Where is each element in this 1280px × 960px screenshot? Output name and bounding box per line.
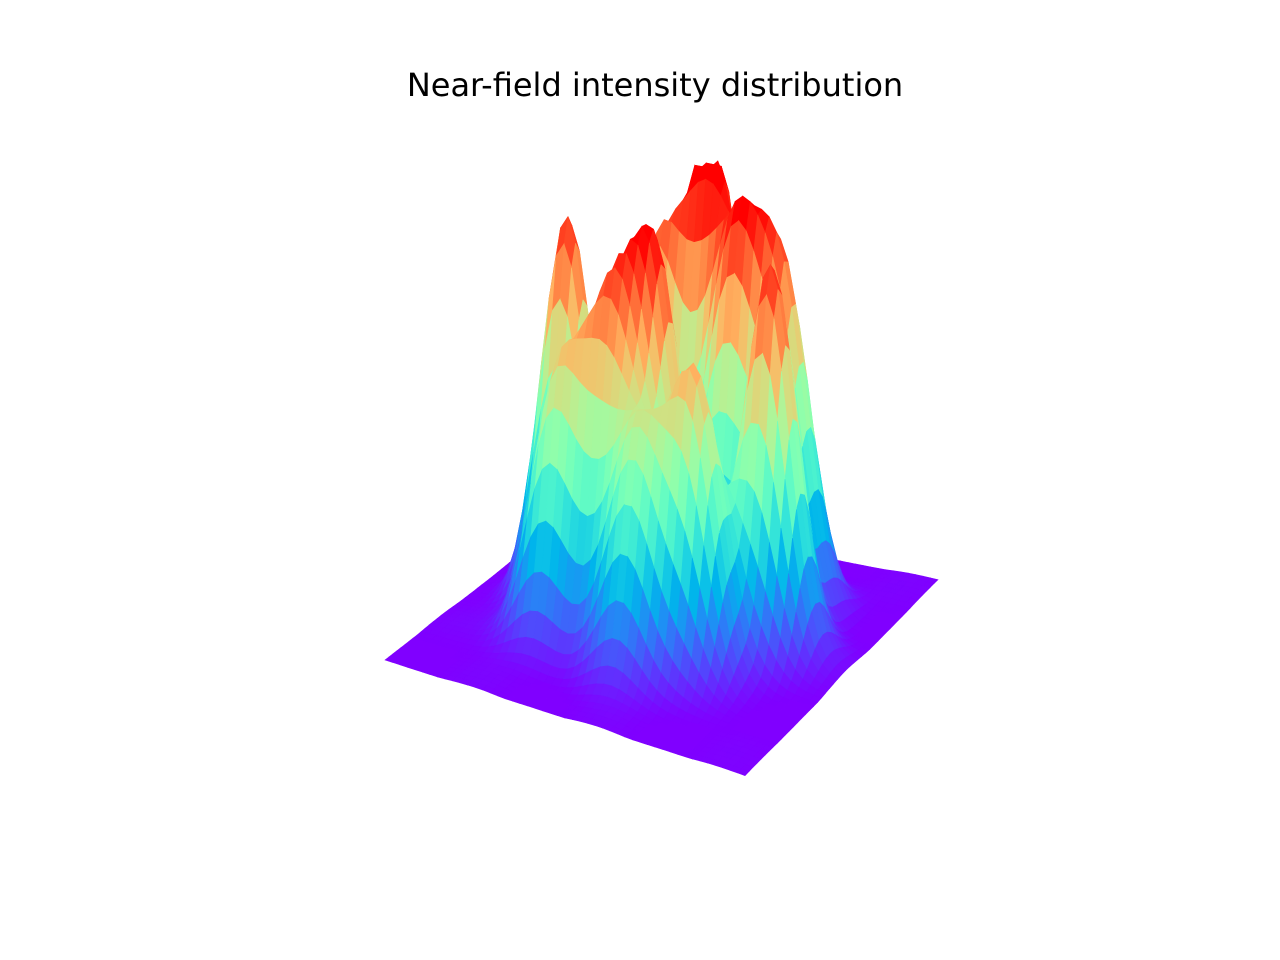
chart-title: Near-field intensity distribution: [406, 66, 904, 104]
surface-face: [736, 768, 750, 777]
surface-faces: [384, 160, 939, 777]
